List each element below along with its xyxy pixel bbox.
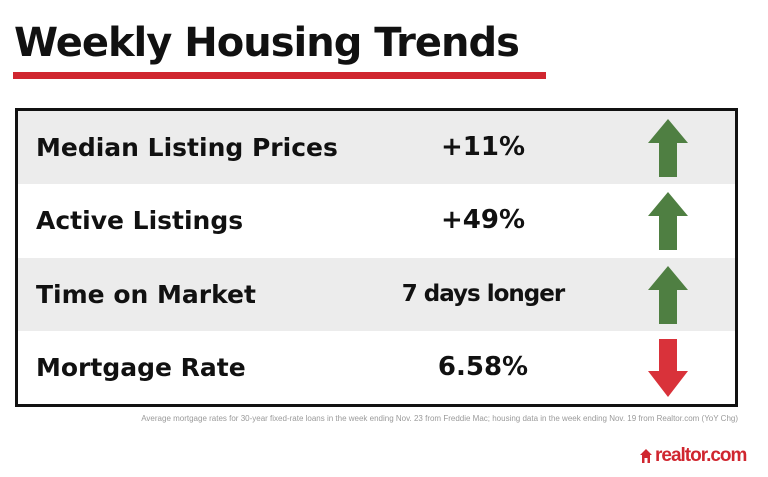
table-row: Mortgage Rate 6.58%: [18, 331, 735, 404]
metric-label: Time on Market: [36, 279, 256, 309]
metric-value: +11%: [440, 132, 526, 162]
metric-value: 6.58%: [437, 351, 529, 382]
arrow-down-icon: [648, 338, 688, 397]
metric-label: Mortgage Rate: [36, 352, 246, 382]
page-title: Weekly Housing Trends: [14, 20, 520, 66]
table-row: Median Listing Prices +11%: [18, 111, 735, 185]
metric-label: Active Listings: [36, 206, 244, 236]
arrow-up-icon: [648, 119, 688, 177]
table-row: Time on Market 7 days longer: [18, 257, 735, 331]
source-footnote: Average mortgage rates for 30-year fixed…: [141, 414, 738, 423]
metric-value: 7 days longer: [401, 280, 565, 307]
house-icon: [640, 449, 652, 463]
title-underline: [13, 72, 546, 79]
arrow-up-icon: [648, 192, 688, 251]
metric-value: +49%: [440, 205, 526, 236]
realtor-logo: realtor.com: [639, 444, 747, 468]
metric-label: Median Listing Prices: [36, 133, 338, 162]
table-row: Active Listings +49%: [18, 184, 735, 257]
trends-table: Median Listing Prices +11% Active Listin…: [15, 108, 738, 407]
logo-text: realtor.com: [655, 445, 747, 466]
arrow-up-icon: [648, 265, 688, 324]
